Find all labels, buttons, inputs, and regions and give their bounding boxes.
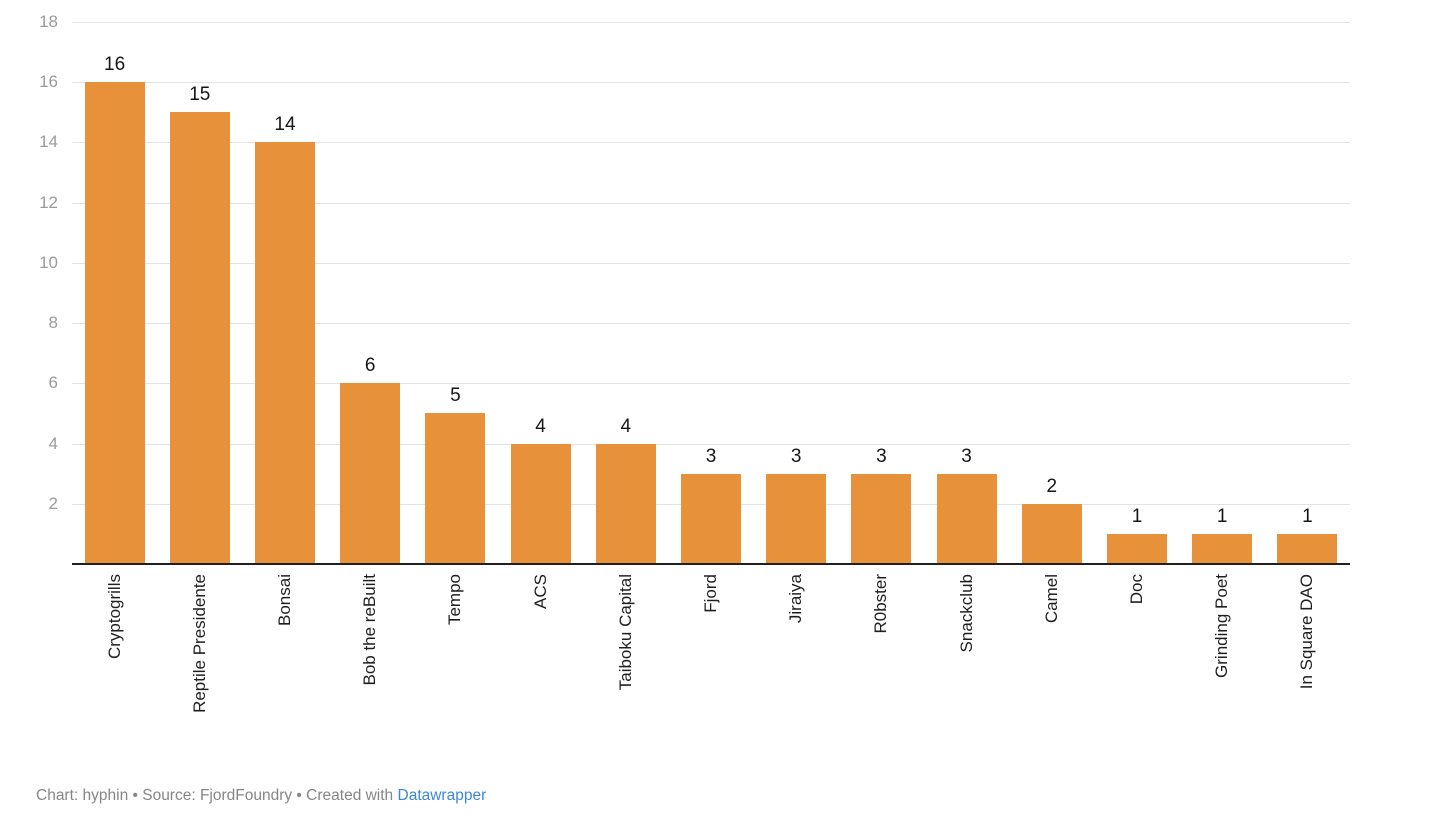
x-category-label: Camel [1041,574,1061,624]
bar [766,473,827,564]
x-category-label: Grinding Poet [1212,574,1232,678]
attribution-text: Chart: hyphin • Source: FjordFoundry • C… [36,787,398,804]
x-category-label: Doc [1127,574,1146,605]
gridline [72,142,1350,144]
bar-value-label: 4 [620,415,632,437]
bar-value-label: 2 [1046,475,1058,497]
bar [681,473,741,564]
y-tick-label: 2 [48,493,58,513]
bar-value-label: 16 [104,54,126,76]
datawrapper-link[interactable]: Datawrapper [397,787,487,804]
gridline [72,202,1350,204]
bar-value-label: 5 [450,385,461,407]
bar [595,443,656,564]
bar-value-label: 6 [364,355,376,377]
bar [425,413,486,564]
bar-value-label: 4 [535,415,546,437]
y-tick-label: 4 [48,433,58,453]
x-category-label: In Square DAO [1297,574,1317,690]
x-category-label: Reptile Presidente [189,574,209,713]
y-tick-label: 8 [48,313,58,333]
x-axis-line [72,563,1350,565]
bar-value-label: 1 [1131,505,1143,527]
bar-value-label: 3 [705,445,717,467]
x-category-label: Cryptogrills [104,574,124,660]
gridline [72,383,1350,385]
bar [169,112,230,564]
y-tick-label: 12 [39,192,58,212]
x-category-label: ACS [530,574,550,609]
bar-value-label: 14 [274,114,296,136]
y-tick-label: 14 [39,132,58,152]
gridline [72,262,1350,264]
bar-value-label: 1 [1302,505,1313,527]
bar [1277,533,1338,564]
bar [84,82,145,564]
bar [1107,533,1167,564]
bar-value-label: 15 [189,84,211,106]
attribution: Chart: hyphin • Source: FjordFoundry • C… [36,786,486,806]
x-category-label: Tempo [445,574,465,626]
bar-value-label: 1 [1216,505,1228,527]
bar [340,383,401,564]
x-category-label: Fjord [701,574,720,613]
bar-value-label: 3 [790,445,802,467]
y-tick-label: 6 [48,373,58,393]
bar [510,443,571,564]
bar [1021,503,1082,564]
gridline [72,323,1350,325]
x-category-label: Jiraiya [786,574,806,624]
bar [851,473,912,564]
x-category-label: Snackclub [956,574,976,653]
y-tick-label: 16 [39,72,58,92]
x-category-label: Bonsai [275,574,294,626]
gridline [72,443,1350,445]
gridline [72,82,1350,84]
bar [1192,533,1253,564]
y-tick-label: 10 [39,252,58,272]
bar-value-label: 3 [961,445,972,467]
y-tick-label: 18 [39,12,58,31]
gridline [72,22,1350,23]
x-category-label: Taiboku Capital [615,574,635,691]
bar [255,142,315,564]
x-category-label: Bob the reBuilt [360,574,380,686]
bar-value-label: 3 [876,445,887,467]
x-category-label: R0bster [871,574,891,634]
bar [936,473,997,564]
